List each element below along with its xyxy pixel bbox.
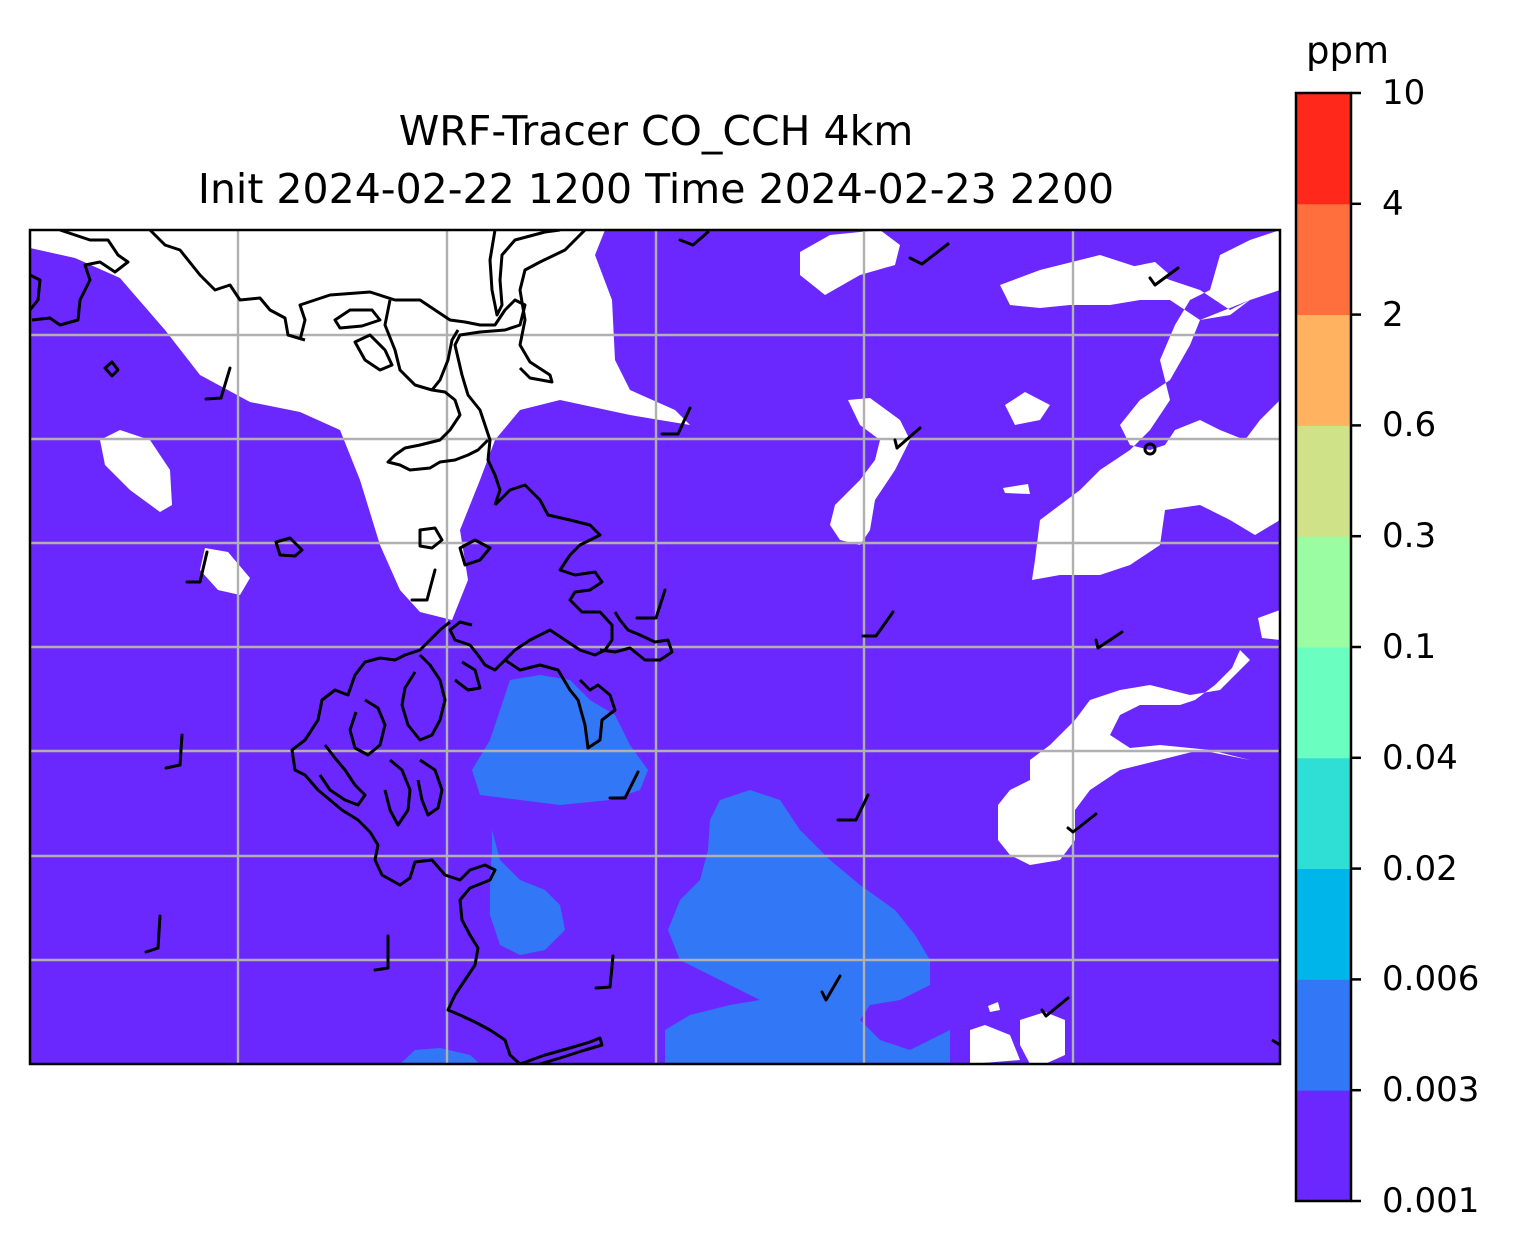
coastline-island-1	[353, 333, 394, 372]
tracer-blob-west-2	[490, 830, 565, 955]
colorbar-tick-label: 0.04	[1382, 737, 1458, 778]
coastline-north-3	[383, 299, 460, 392]
colorbar-band	[1296, 1090, 1351, 1202]
colorbar-band	[1296, 93, 1351, 205]
coastline-island-2	[103, 360, 120, 378]
coastline-south	[519, 1036, 604, 1064]
colorbar-band	[1296, 425, 1351, 537]
wind-barbs	[144, 230, 1180, 1018]
colorbar-band	[1296, 536, 1351, 648]
coastline-bay	[418, 526, 444, 550]
colorbar	[1294, 91, 1361, 1203]
colorbar-tick-label: 0.1	[1382, 627, 1437, 667]
coastline-peninsula-1	[488, 230, 561, 317]
central-white	[830, 398, 910, 545]
colorbar-band	[1296, 868, 1351, 980]
east-white-small	[1005, 392, 1050, 425]
colorbar-band	[1296, 979, 1351, 1091]
colorbar-band	[1296, 314, 1351, 426]
coastline-inlet	[386, 388, 490, 472]
map-plot-area	[30, 230, 1280, 1064]
northeast-white-2	[1000, 230, 1280, 580]
coastline-lake	[333, 308, 382, 330]
colorbar-band	[1296, 757, 1351, 870]
coastline-southeast-speck	[1271, 1038, 1280, 1047]
coastline-fjords-2	[599, 611, 674, 662]
coastline-fjords-3	[504, 658, 617, 750]
coastline-fjords-7	[383, 758, 412, 827]
northeast-white-1	[800, 230, 900, 295]
tracer-blob-south	[400, 1048, 480, 1064]
southeast-white	[970, 1025, 1020, 1064]
colorbar-tick-label: 0.001	[1382, 1181, 1480, 1221]
southeast-white-2	[1020, 1012, 1065, 1064]
coastline-fjords-9	[454, 660, 482, 692]
coastline-east-peninsula	[448, 483, 614, 672]
map-title-line1: WRF-Tracer CO_CCH 4km	[398, 107, 914, 155]
map-frame	[28, 228, 1282, 1066]
tracer-blob-central	[665, 790, 950, 1064]
coastline-peninsula-2	[518, 230, 587, 384]
south-white-dot	[988, 1002, 1000, 1012]
colorbar-tick-label: 0.006	[1382, 959, 1480, 1000]
colorbar-tick-label: 0.003	[1382, 1070, 1480, 1111]
coastline-northwest	[30, 230, 130, 327]
coastline-island-3	[274, 536, 304, 558]
east-white-small-2	[1258, 610, 1280, 640]
coastline-small-island	[1143, 442, 1157, 456]
colorbar-tick-label: 0.3	[1382, 516, 1437, 557]
east-white-lower	[998, 650, 1250, 865]
map-title-line2: Init 2024-02-22 1200 Time 2024-02-23 220…	[197, 165, 1115, 213]
coastline-fjords-6	[318, 744, 367, 807]
colorbar-tick-label: 2	[1382, 294, 1404, 335]
colorbar-tick-label: 0.02	[1382, 848, 1458, 889]
colorbar-tick-label: 10	[1382, 73, 1426, 113]
map-gridlines	[30, 230, 1280, 1064]
colorbar-tick-label: 4	[1382, 183, 1404, 224]
colorbar-tick-label: 0.6	[1382, 405, 1437, 446]
colorbar-unit-label: ppm	[1306, 29, 1390, 72]
coastline-north-1	[148, 230, 306, 342]
coastline-bay-2	[458, 538, 492, 567]
tracer-level-2-regions	[400, 675, 950, 1064]
coastline-fjords-4	[400, 653, 447, 742]
coastline-north-2	[298, 290, 527, 506]
east-white-sliver	[1003, 484, 1030, 494]
coastline-fjords-5	[348, 698, 387, 757]
small-island-white	[100, 430, 172, 512]
coastlines	[30, 230, 1280, 1064]
colorbar-band	[1296, 647, 1351, 759]
colorbar-band	[1296, 203, 1351, 316]
coastline-fjords	[290, 620, 522, 1064]
coastline-fjords-8	[416, 758, 444, 817]
tracer-blob-west	[472, 675, 648, 805]
